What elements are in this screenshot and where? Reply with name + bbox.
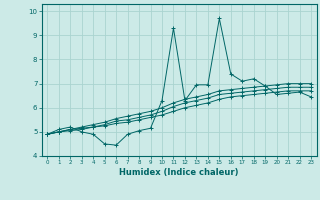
X-axis label: Humidex (Indice chaleur): Humidex (Indice chaleur) <box>119 168 239 177</box>
